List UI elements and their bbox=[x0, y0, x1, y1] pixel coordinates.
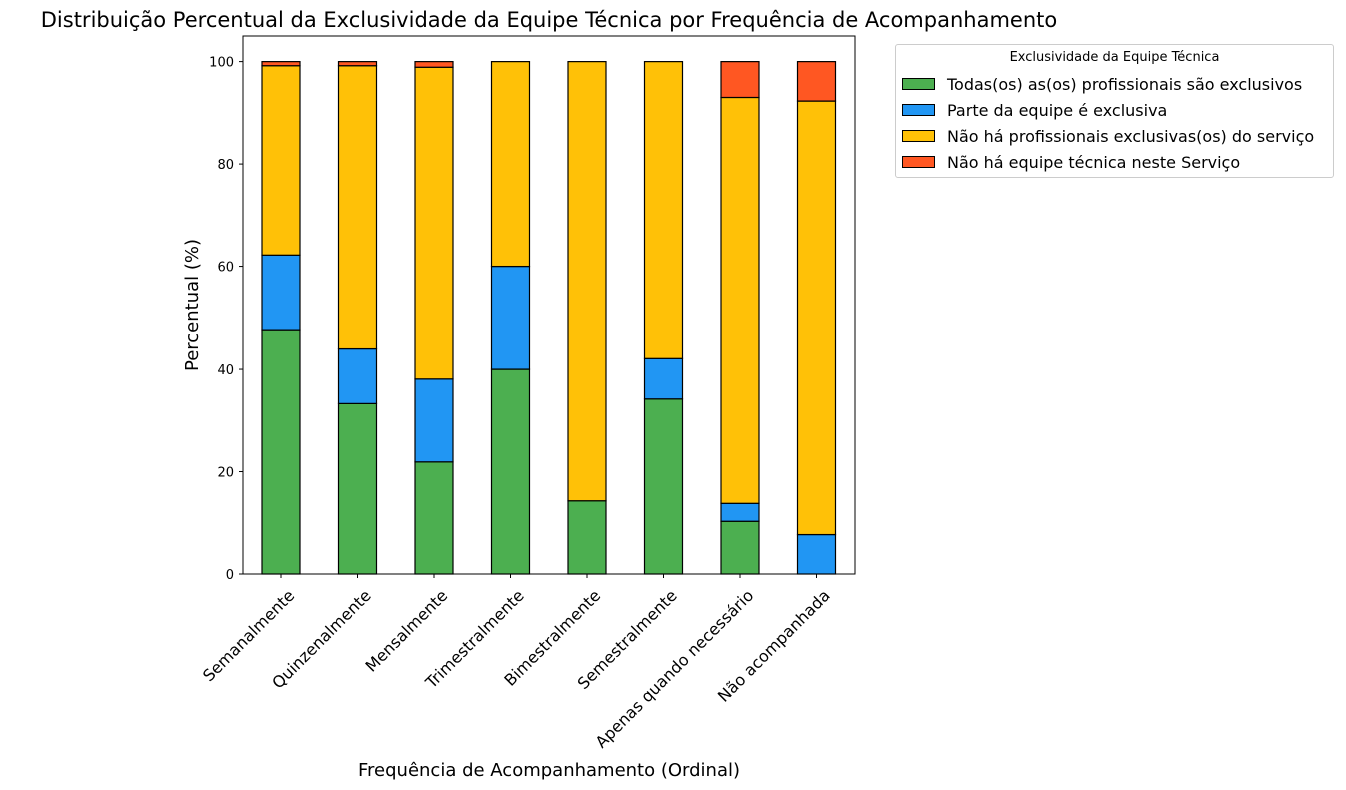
y-tick-label: 100 bbox=[209, 56, 234, 71]
bar-segment bbox=[720, 502, 760, 522]
bar-segment bbox=[796, 61, 837, 102]
legend-label: Todas(os) as(os) profissionais são exclu… bbox=[947, 74, 1303, 94]
bar-segment bbox=[261, 254, 301, 331]
y-tick-label: 20 bbox=[217, 466, 234, 481]
bar-segment bbox=[490, 265, 531, 370]
bar-segment bbox=[720, 520, 760, 575]
legend-swatch bbox=[902, 130, 935, 142]
x-tick-label: Apenas quando necessário bbox=[591, 586, 757, 752]
bar-segment bbox=[414, 461, 454, 575]
y-tick-label: 60 bbox=[217, 261, 234, 276]
chart-title: Distribuição Percentual da Exclusividade… bbox=[41, 8, 1057, 32]
legend-swatch bbox=[902, 78, 935, 90]
bar-segment bbox=[643, 61, 684, 359]
bar-segment bbox=[720, 96, 760, 504]
bar-segment bbox=[567, 61, 607, 502]
bar-segment bbox=[261, 65, 301, 256]
legend-item: Não há equipe técnica neste Serviço bbox=[896, 149, 1333, 175]
legend-item: Não há profissionais exclusivas(os) do s… bbox=[896, 123, 1333, 149]
legend-label: Não há equipe técnica neste Serviço bbox=[947, 152, 1241, 172]
bar-segment bbox=[643, 357, 684, 400]
legend-label: Parte da equipe é exclusiva bbox=[947, 100, 1168, 120]
y-tick-label: 40 bbox=[217, 363, 234, 378]
legend-swatch bbox=[902, 156, 935, 168]
bar-segment bbox=[414, 66, 454, 380]
bar-segment bbox=[414, 61, 454, 68]
plot-frame bbox=[242, 35, 856, 575]
bar-segment bbox=[567, 500, 607, 575]
bar-segment bbox=[720, 61, 760, 99]
x-axis-label: Frequência de Acompanhamento (Ordinal) bbox=[358, 760, 740, 781]
bar-segment bbox=[337, 65, 378, 350]
y-tick-label: 80 bbox=[217, 158, 234, 173]
bar-segment bbox=[414, 378, 454, 463]
bar-segment bbox=[261, 329, 301, 575]
legend: Exclusividade da Equipe Técnica Todas(os… bbox=[895, 44, 1334, 178]
bar-segment bbox=[337, 347, 378, 404]
bar-segment bbox=[643, 398, 684, 575]
y-axis: 0 20 40 60 80 100 bbox=[209, 56, 243, 583]
legend-title: Exclusividade da Equipe Técnica bbox=[1009, 50, 1220, 65]
bar-segment bbox=[490, 368, 531, 575]
bars-layer bbox=[261, 61, 837, 575]
bar-segment bbox=[490, 61, 531, 268]
legend-swatch bbox=[902, 104, 935, 116]
legend-label: Não há profissionais exclusivas(os) do s… bbox=[947, 126, 1315, 146]
bar-segment bbox=[337, 402, 378, 575]
bar-segment bbox=[796, 100, 837, 536]
y-axis-label: Percentual (%) bbox=[182, 239, 203, 371]
bar-segment bbox=[796, 533, 837, 575]
y-tick-label: 0 bbox=[226, 568, 234, 583]
bar-segment bbox=[261, 61, 301, 67]
bar-segment bbox=[337, 61, 378, 67]
x-axis: SemanalmenteQuinzenalmenteMensalmenteTri… bbox=[199, 574, 834, 752]
legend-item: Parte da equipe é exclusiva bbox=[896, 97, 1333, 123]
legend-item: Todas(os) as(os) profissionais são exclu… bbox=[896, 71, 1333, 97]
